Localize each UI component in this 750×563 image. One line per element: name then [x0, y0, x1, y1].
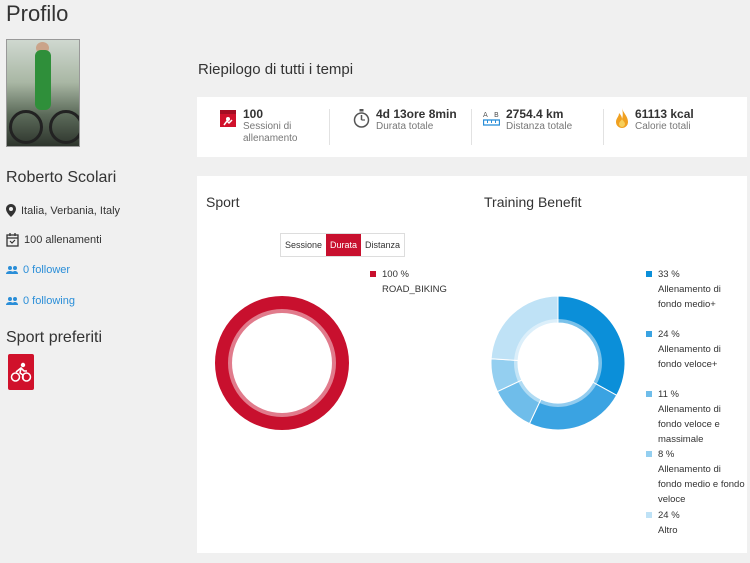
cycling-icon[interactable]: [8, 354, 34, 390]
stat-value: 2754.4 km: [506, 107, 564, 121]
sport-legend-item: 100 % ROAD_BIKING: [370, 267, 447, 297]
calendar-icon: [6, 233, 19, 247]
stopwatch-icon: [353, 109, 370, 128]
calendar-icon: [220, 110, 236, 127]
legend-label: Allenamento di fondo medio e fondo veloc…: [658, 464, 745, 505]
avatar[interactable]: [6, 39, 80, 147]
followers-text[interactable]: 0 follower: [23, 264, 71, 276]
charts-card: Sport Sessione Durata Distanza 100 % ROA…: [197, 176, 747, 553]
location-text: Italia, Verbania, Italy: [21, 204, 121, 217]
training-legend-item: 33 % Allenamento di fondo medio+: [646, 267, 746, 312]
user-name: Roberto Scolari: [6, 169, 117, 186]
location-row: Italia, Verbania, Italy: [6, 204, 120, 217]
stat-label: Durata totale: [376, 121, 434, 132]
legend-percent: 8 %: [658, 449, 675, 460]
stat-label: Sessioni di allenamento: [243, 121, 298, 144]
page-title: Profilo: [6, 1, 69, 26]
legend-percent: 11 %: [658, 389, 679, 400]
donut-slice: [490, 358, 523, 393]
stat-calories: 61113 kcal Calorie totali: [615, 107, 694, 133]
legend-label: Allenamento di fondo veloce e massimale: [658, 404, 721, 445]
donut-inner-ring: [514, 319, 602, 407]
legend-label: Allenamento di fondo medio+: [658, 284, 721, 310]
legend-percent: 100 %: [382, 269, 409, 280]
donut-inner-ring: [228, 309, 336, 417]
toggle-distanza[interactable]: Distanza: [361, 234, 405, 256]
donut-slice: [528, 381, 618, 431]
stat-value: 61113 kcal: [635, 107, 694, 121]
toggle-durata[interactable]: Durata: [326, 234, 362, 256]
summary-title: Riepilogo di tutti i tempi: [198, 61, 354, 78]
training-legend-item: 8 % Allenamento di fondo medio e fondo v…: [646, 447, 746, 507]
stat-value: 100: [243, 107, 264, 121]
legend-percent: 24 %: [658, 329, 680, 340]
training-legend-item: 24 % Altro: [646, 508, 746, 538]
following-link[interactable]: 0 following: [6, 295, 75, 307]
workouts-row: 100 allenamenti: [6, 233, 102, 247]
sport-metric-toggle[interactable]: Sessione Durata Distanza: [280, 233, 406, 257]
donut-slice: [496, 379, 542, 425]
stat-duration: 4d 13ore 8min Durata totale: [353, 107, 457, 133]
training-legend-item: 11 % Allenamento di fondo veloce e massi…: [646, 387, 746, 447]
donut-slice-ROAD_BIKING: [214, 296, 282, 430]
legend-label: Allenamento di fondo veloce+: [658, 344, 721, 370]
sport-chart-title: Sport: [206, 194, 240, 210]
users-icon: [6, 297, 18, 305]
svg-text:A: A: [483, 111, 488, 119]
training-chart-title: Training Benefit: [484, 194, 582, 210]
followers-link[interactable]: 0 follower: [6, 264, 70, 276]
stat-label: Distanza totale: [506, 121, 573, 132]
stat-value: 4d 13ore 8min: [376, 107, 457, 121]
users-icon: [6, 266, 18, 274]
flame-icon: [616, 108, 628, 128]
donut-slice-ROAD_BIKING: [282, 296, 349, 430]
legend-label: ROAD_BIKING: [382, 284, 447, 295]
legend-percent: 24 %: [658, 510, 680, 521]
toggle-sessione[interactable]: Sessione: [281, 234, 327, 256]
stat-label: Calorie totali: [635, 121, 691, 132]
legend-percent: 33 %: [658, 269, 680, 280]
following-text[interactable]: 0 following: [23, 295, 75, 307]
legend-label: Altro: [658, 525, 678, 536]
donut-slice: [557, 295, 626, 396]
location-pin-icon: [6, 204, 16, 217]
training-legend-item: 24 % Allenamento di fondo veloce+: [646, 327, 746, 372]
workouts-text: 100 allenamenti: [24, 234, 102, 246]
stat-sessions: 100 Sessioni di allenamento: [219, 107, 303, 145]
favorite-sports-title: Sport preferiti: [6, 329, 103, 346]
svg-text:B: B: [494, 111, 499, 119]
donut-slice: [490, 295, 559, 362]
summary-card: 100 Sessioni di allenamento 4d 13ore 8mi…: [197, 97, 747, 157]
